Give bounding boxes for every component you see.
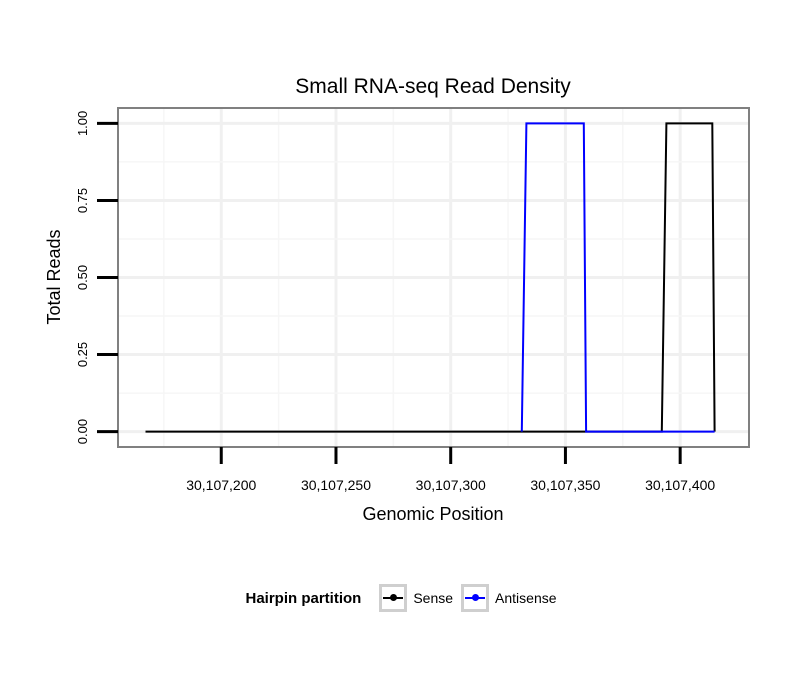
series-line-antisense bbox=[520, 122, 715, 433]
legend: Hairpin partition Sense Antisense bbox=[0, 578, 810, 618]
x-axis-label: Genomic Position bbox=[362, 504, 503, 524]
legend-item-antisense: Antisense bbox=[461, 584, 558, 612]
y-axis-label: Total Reads bbox=[44, 229, 64, 324]
grid-lines bbox=[118, 108, 749, 447]
series-line-sense bbox=[145, 122, 716, 433]
legend-label-sense: Sense bbox=[413, 590, 454, 606]
x-tick-label-3: 30,107,350 bbox=[530, 477, 600, 493]
x-axis: 30,107,200 30,107,250 30,107,300 30,107,350… bbox=[186, 447, 715, 493]
chart-title: Small RNA-seq Read Density bbox=[295, 75, 571, 98]
y-tick-label-1: 0.25 bbox=[75, 342, 90, 367]
x-tick-label-1: 30,107,250 bbox=[301, 477, 371, 493]
legend-label-antisense: Antisense bbox=[495, 590, 557, 606]
y-tick-label-2: 0.50 bbox=[75, 265, 90, 290]
x-tick-label-2: 30,107,300 bbox=[416, 477, 486, 493]
y-axis: 0.00 0.25 0.50 0.75 1.00 bbox=[75, 111, 118, 444]
legend-key-sense bbox=[379, 584, 408, 612]
x-tick-label-0: 30,107,200 bbox=[186, 477, 256, 493]
legend-key-antisense bbox=[461, 584, 490, 612]
legend-item-sense: Sense bbox=[379, 584, 455, 612]
series-layer bbox=[145, 122, 716, 433]
y-tick-label-0: 0.00 bbox=[75, 419, 90, 444]
y-tick-label-4: 1.00 bbox=[75, 111, 90, 136]
legend-title: Hairpin partition bbox=[245, 589, 362, 607]
y-tick-label-3: 0.75 bbox=[75, 188, 90, 213]
x-tick-label-4: 30,107,400 bbox=[645, 477, 715, 493]
